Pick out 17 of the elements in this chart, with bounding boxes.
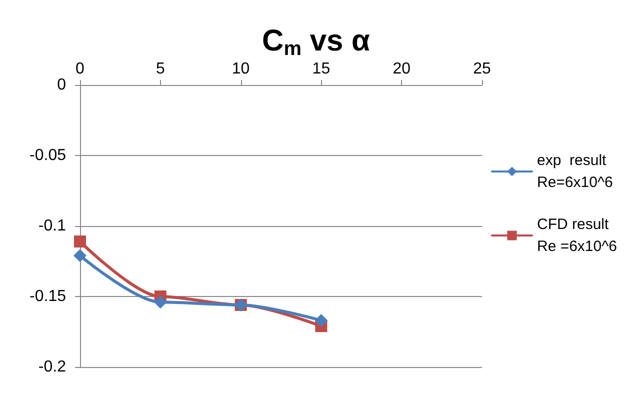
y-tick-label: -0.1 bbox=[38, 218, 66, 234]
point bbox=[74, 236, 86, 248]
x-tick-label: 10 bbox=[232, 60, 250, 78]
x-tick-label: 0 bbox=[76, 60, 85, 78]
y-tick-label: -0.15 bbox=[30, 288, 66, 305]
y-tick-label: -0.05 bbox=[30, 147, 66, 164]
legend-label: CFD result Re =6x10^6 bbox=[536, 216, 618, 255]
point bbox=[314, 314, 328, 327]
x-tick-label: 5 bbox=[156, 60, 165, 78]
point bbox=[74, 249, 86, 262]
x-tick-label: 25 bbox=[473, 60, 491, 78]
y-tick-label: 0 bbox=[57, 76, 66, 94]
y-tick-label: -0.2 bbox=[38, 358, 66, 376]
x-tick-label: 15 bbox=[312, 60, 330, 78]
point bbox=[154, 296, 167, 309]
legend-label: exp result Re=6x10^6 bbox=[536, 152, 613, 191]
x-tick-label: 20 bbox=[392, 60, 411, 78]
